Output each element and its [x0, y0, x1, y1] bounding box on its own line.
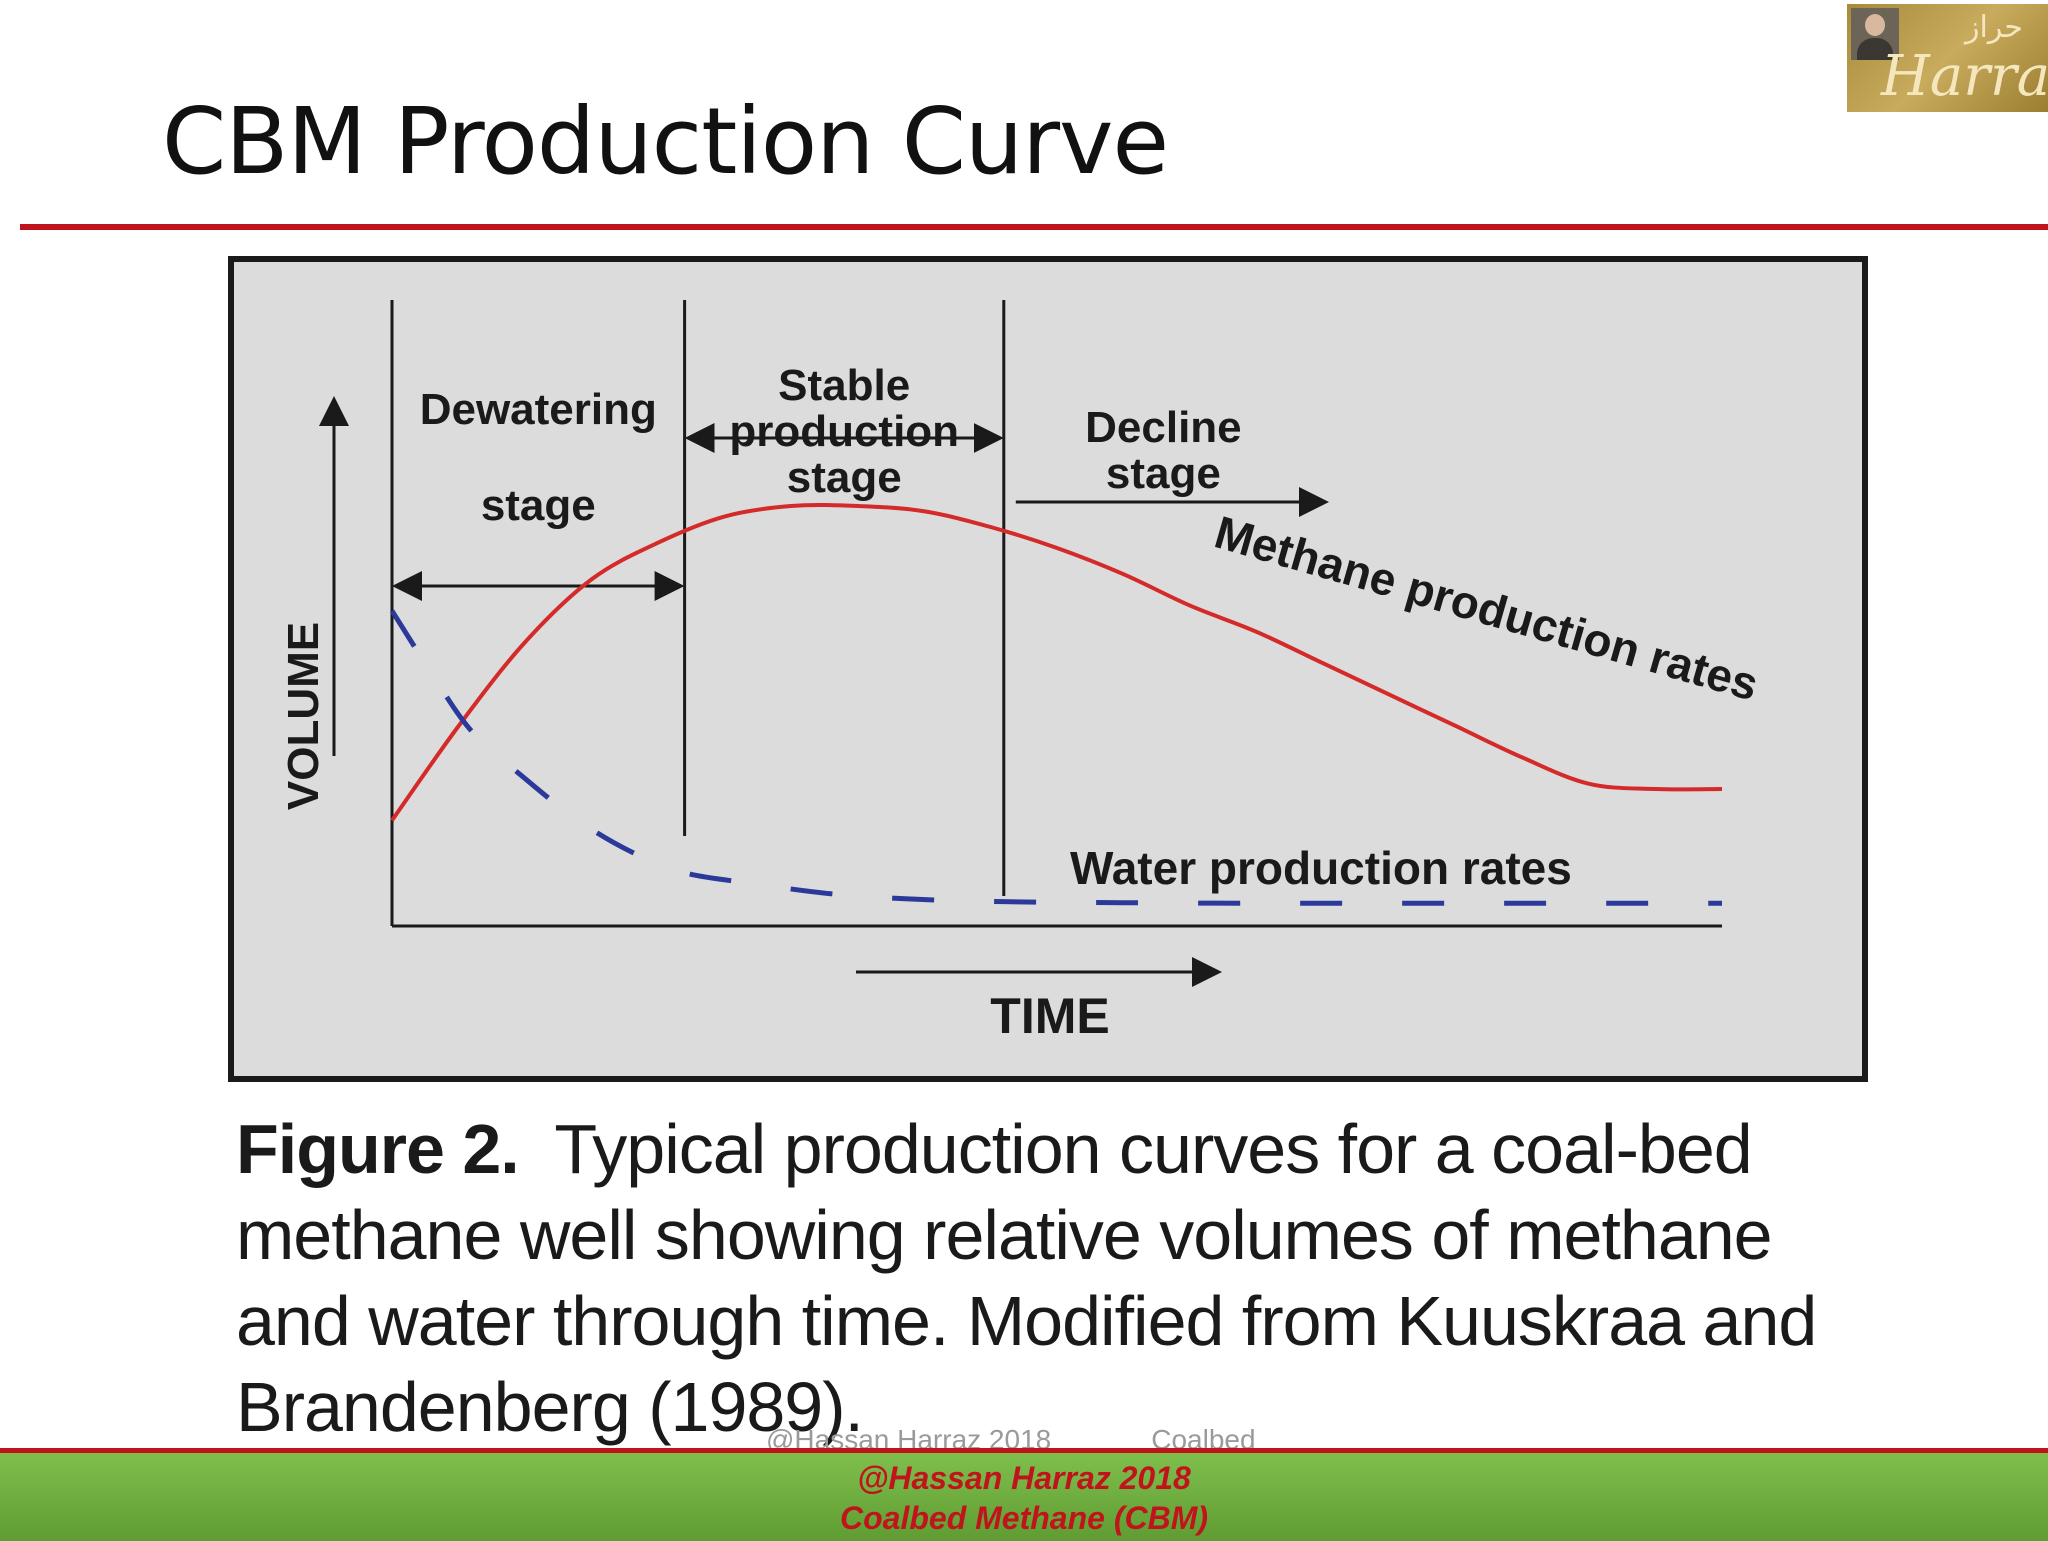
- stage-label-below-0-0: stage: [481, 481, 596, 530]
- caption-label: Figure 2.: [236, 1110, 520, 1188]
- logo-script-text: Harraz: [1881, 44, 2048, 109]
- footer-bar: [0, 1448, 2048, 1541]
- stage-label-1-0: Stable: [778, 361, 910, 410]
- series-line-0: [390, 503, 1723, 822]
- production-curve-chart: VOLUME TIME Dewatering stage Stableproduct…: [228, 256, 1868, 1082]
- series-line-1: [389, 609, 1722, 906]
- x-axis-label: TIME: [990, 988, 1109, 1044]
- slide-title: CBM Production Curve: [162, 88, 1169, 195]
- y-axis-label: VOLUME: [279, 622, 328, 810]
- author-photo: [1851, 8, 1899, 60]
- stage-label-2-1: stage: [1106, 449, 1221, 498]
- footer-author: @Hassan Harraz 2018: [857, 1460, 1191, 1496]
- stage-annotations: DewateringstageStableproductionstageDecl…: [392, 300, 1329, 896]
- caption-text: Typical production curves for a coal-bed…: [236, 1110, 1817, 1446]
- figure-caption: Figure 2. Typical production curves for …: [236, 1106, 1896, 1450]
- title-divider: [20, 224, 2048, 230]
- author-logo: حراز Harraz: [1847, 4, 2048, 112]
- series-label-1: Water production rates: [1070, 842, 1572, 894]
- footer-topic: Coalbed Methane (CBM): [840, 1500, 1208, 1536]
- stage-label-0-0: Dewatering: [420, 385, 657, 434]
- stage-label-1-2: stage: [787, 453, 902, 502]
- stage-label-1-1: production: [729, 407, 959, 456]
- logo-arabic-text: حراز: [1965, 10, 2023, 45]
- production-curve-figure: VOLUME TIME Dewatering stage Stable product…: [228, 256, 1868, 1082]
- stage-label-2-0: Decline: [1085, 403, 1242, 452]
